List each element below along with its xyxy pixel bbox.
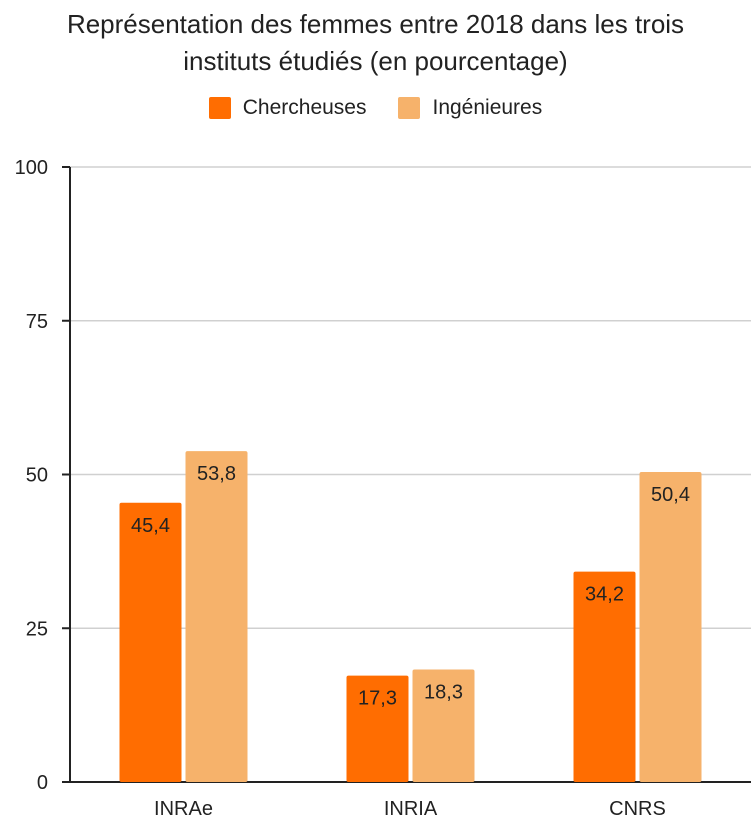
bar-ingénieures-inrae	[185, 451, 248, 782]
chart-title: Représentation des femmes entre 2018 dan…	[0, 6, 751, 80]
legend-swatch-ingenieures	[398, 97, 421, 119]
y-tick-label: 100	[15, 157, 48, 179]
bar-chercheuses-cnrs	[573, 571, 636, 782]
y-tick-label: 75	[26, 311, 48, 333]
y-tick-label: 50	[26, 465, 48, 487]
legend-item-ingenieures[interactable]: Ingénieures	[398, 96, 542, 120]
bar-ingénieures-cnrs	[639, 472, 702, 782]
bar-chercheuses-inrae	[119, 502, 182, 782]
x-tick-label: CNRS	[609, 798, 666, 818]
x-tick-label: INRIA	[384, 798, 438, 818]
data-label: 53,8	[197, 463, 236, 485]
chart-title-line1: Représentation des femmes entre 2018 dan…	[66, 9, 685, 39]
legend: Chercheuses Ingénieures	[0, 96, 751, 120]
chart-title-line2: instituts étudiés (en pourcentage)	[183, 46, 568, 76]
bar-ingénieures-inria	[412, 669, 475, 782]
y-tick-label: 25	[26, 618, 48, 640]
legend-label-chercheuses: Chercheuses	[242, 96, 367, 119]
bar-chercheuses-inria	[346, 675, 409, 782]
x-tick-label: INRAe	[154, 798, 213, 818]
data-label: 50,4	[651, 484, 690, 506]
data-label: 34,2	[585, 584, 624, 606]
legend-swatch-chercheuses	[208, 97, 231, 119]
legend-item-chercheuses[interactable]: Chercheuses	[208, 96, 367, 120]
y-tick-label: 0	[37, 772, 48, 794]
data-label: 17,3	[358, 688, 397, 710]
data-label: 45,4	[131, 515, 170, 537]
legend-label-ingenieures: Ingénieures	[432, 96, 543, 119]
data-label: 18,3	[424, 681, 463, 703]
